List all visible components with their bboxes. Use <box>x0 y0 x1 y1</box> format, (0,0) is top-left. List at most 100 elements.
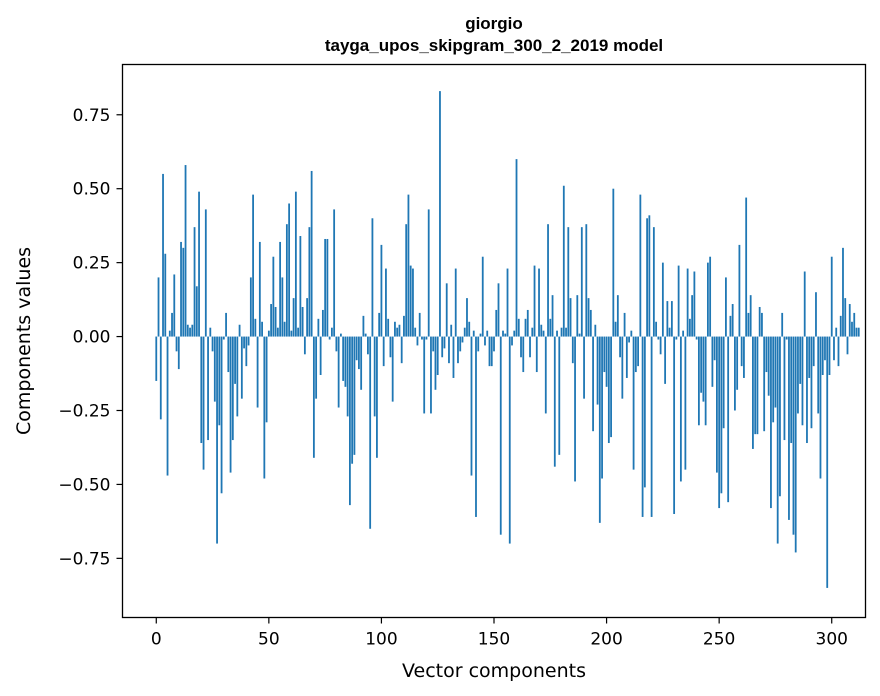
bar <box>243 336 245 349</box>
bar <box>765 336 768 373</box>
bar <box>508 336 511 544</box>
y-tick-label: 0.25 <box>73 254 111 274</box>
y-tick-label: −0.25 <box>58 401 110 421</box>
bar <box>306 298 309 337</box>
bar <box>434 336 437 390</box>
bar <box>713 336 716 361</box>
bar <box>596 336 599 405</box>
bar <box>722 336 725 429</box>
bar <box>562 185 565 337</box>
bar <box>623 312 626 337</box>
bar <box>603 336 606 373</box>
bar <box>679 336 682 482</box>
bar <box>749 295 752 337</box>
bar <box>774 336 777 408</box>
bar <box>817 336 820 414</box>
bar <box>315 336 318 399</box>
bar <box>734 336 736 411</box>
bar <box>583 336 585 399</box>
bar <box>738 244 741 337</box>
bar <box>186 324 189 337</box>
bar <box>177 336 180 370</box>
bar <box>288 203 291 337</box>
bar <box>358 336 360 370</box>
bar <box>511 336 513 346</box>
bar <box>184 165 187 337</box>
bar <box>848 304 851 337</box>
bar <box>675 336 678 340</box>
bar <box>475 336 477 517</box>
x-axis-label: Vector components <box>402 660 586 682</box>
bar <box>407 194 410 337</box>
bar <box>574 336 576 482</box>
bar <box>488 336 491 367</box>
bar <box>479 333 482 337</box>
bar <box>189 327 191 337</box>
bar <box>571 336 574 364</box>
bar <box>321 309 324 337</box>
bar <box>380 244 383 337</box>
bar <box>783 336 786 441</box>
bar <box>301 306 304 337</box>
bar <box>400 336 403 364</box>
bar <box>711 336 714 387</box>
bar <box>506 268 509 337</box>
bar <box>565 327 567 337</box>
bar <box>544 336 547 414</box>
bar <box>634 336 637 373</box>
bar <box>781 312 784 337</box>
bar <box>655 321 658 337</box>
bar <box>229 336 232 473</box>
bar <box>668 327 671 337</box>
bar <box>258 241 261 337</box>
x-axis-ticks: 0 50 100 150 200 250 300 <box>151 617 848 650</box>
bar <box>371 218 374 337</box>
bar <box>283 321 286 337</box>
bar <box>202 336 205 470</box>
bar <box>652 227 655 337</box>
bar <box>646 218 648 337</box>
bar <box>743 336 745 378</box>
bar <box>312 336 315 458</box>
bar <box>776 336 779 544</box>
bar <box>684 336 687 470</box>
bar <box>164 253 167 337</box>
bar <box>857 327 860 337</box>
y-tick-label: 0.00 <box>73 328 111 348</box>
bar <box>826 336 829 588</box>
bar <box>344 336 347 387</box>
bar <box>328 336 331 340</box>
bar <box>276 327 279 337</box>
bar <box>333 209 336 337</box>
bar <box>810 336 813 429</box>
bar <box>436 336 439 375</box>
bar <box>378 312 381 337</box>
bar <box>551 295 554 337</box>
bar <box>216 336 218 544</box>
bar <box>718 336 721 509</box>
bar <box>688 318 691 337</box>
bar <box>195 286 198 337</box>
bar <box>837 336 840 367</box>
bar <box>285 224 288 337</box>
bar <box>355 336 358 361</box>
bar <box>851 321 853 337</box>
bar <box>238 324 241 337</box>
bar <box>225 312 227 337</box>
bar <box>808 336 811 378</box>
bar <box>297 327 300 337</box>
bar <box>493 336 495 352</box>
bar <box>337 336 340 408</box>
bar <box>522 336 525 373</box>
bar <box>486 330 489 337</box>
bar <box>466 298 468 337</box>
bar <box>193 227 196 337</box>
bar <box>191 324 194 337</box>
bar <box>842 247 844 337</box>
bar <box>247 336 250 346</box>
bar <box>637 336 639 367</box>
bar <box>391 336 394 402</box>
bar <box>693 271 696 337</box>
bar <box>324 238 327 337</box>
bar <box>439 91 441 337</box>
